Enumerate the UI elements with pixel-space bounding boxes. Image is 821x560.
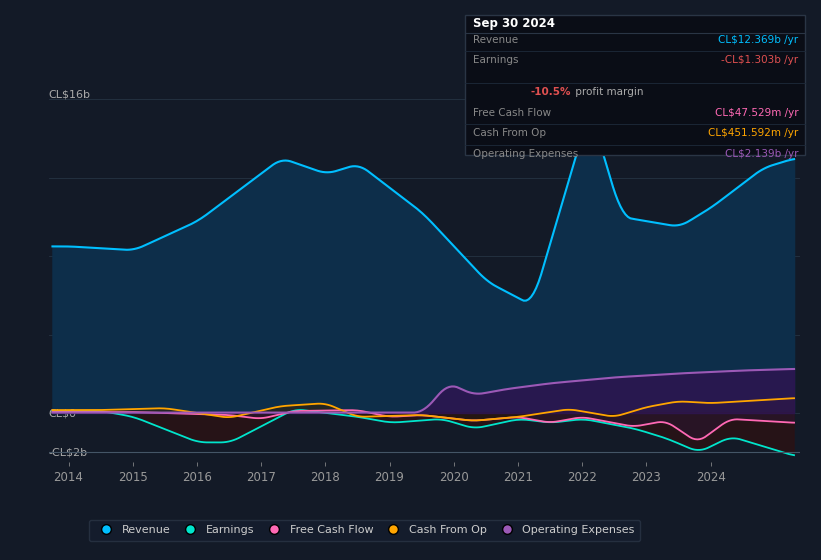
Text: CL$12.369b /yr: CL$12.369b /yr — [718, 35, 799, 45]
Legend: Revenue, Earnings, Free Cash Flow, Cash From Op, Operating Expenses: Revenue, Earnings, Free Cash Flow, Cash … — [89, 520, 640, 541]
Text: -CL$2b: -CL$2b — [48, 447, 88, 457]
Text: CL$2.139b /yr: CL$2.139b /yr — [725, 149, 799, 158]
Text: -10.5%: -10.5% — [530, 87, 571, 97]
Text: CL$0: CL$0 — [48, 408, 76, 418]
Text: CL$16b: CL$16b — [48, 90, 90, 100]
Text: Free Cash Flow: Free Cash Flow — [473, 108, 552, 118]
Text: Sep 30 2024: Sep 30 2024 — [473, 17, 555, 30]
Text: Revenue: Revenue — [473, 35, 518, 45]
Text: CL$47.529m /yr: CL$47.529m /yr — [715, 108, 799, 118]
Text: -CL$1.303b /yr: -CL$1.303b /yr — [722, 55, 799, 65]
Text: CL$451.592m /yr: CL$451.592m /yr — [709, 128, 799, 138]
Text: profit margin: profit margin — [571, 87, 643, 97]
Text: Cash From Op: Cash From Op — [473, 128, 546, 138]
Text: Earnings: Earnings — [473, 55, 519, 65]
Text: Operating Expenses: Operating Expenses — [473, 149, 579, 158]
